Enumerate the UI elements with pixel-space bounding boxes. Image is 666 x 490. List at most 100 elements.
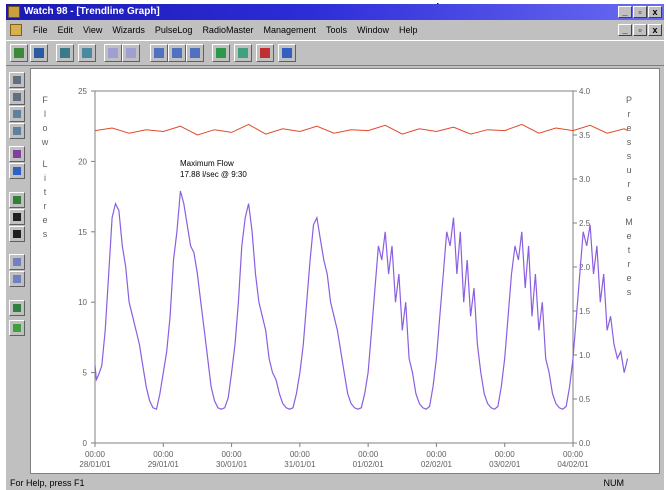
graph-bar-icon bbox=[154, 48, 164, 58]
export-data-button[interactable] bbox=[9, 300, 25, 316]
select-icon bbox=[13, 76, 21, 84]
cost-button[interactable] bbox=[256, 44, 274, 62]
status-bar: For Help, press F1 NUM bbox=[6, 476, 664, 490]
zoom-tool-button[interactable] bbox=[9, 106, 25, 122]
grid-icon bbox=[13, 150, 21, 158]
y-label-right-char: s bbox=[627, 287, 632, 297]
close-button[interactable]: x bbox=[648, 6, 662, 18]
pressure-series-line bbox=[94, 123, 628, 136]
menu-window[interactable]: Window bbox=[357, 25, 390, 35]
report-button[interactable] bbox=[9, 254, 25, 270]
filter-button[interactable] bbox=[9, 271, 25, 287]
y-label-left-char: e bbox=[42, 215, 47, 225]
menu-file[interactable]: File bbox=[33, 25, 48, 35]
help-icon bbox=[13, 324, 21, 332]
area-chart-button[interactable] bbox=[9, 192, 25, 208]
help-tool-button[interactable] bbox=[9, 320, 25, 336]
area-chart-icon bbox=[13, 196, 21, 204]
x-tick-date: 01/02/01 bbox=[353, 460, 385, 469]
export-button[interactable] bbox=[278, 44, 296, 62]
x-tick-time: 00:00 bbox=[153, 450, 174, 459]
x-tick-time: 00:00 bbox=[426, 450, 447, 459]
menu-tools[interactable]: Tools bbox=[326, 25, 348, 35]
print-icon bbox=[60, 48, 70, 58]
x-axis-ticks: 00:0028/01/0100:0029/01/0100:0030/01/010… bbox=[79, 443, 589, 469]
annotation-line1: Maximum Flow bbox=[180, 159, 234, 168]
y-label-right-char: r bbox=[628, 109, 631, 119]
y-label-left-char: r bbox=[44, 201, 47, 211]
x-tick-time: 00:00 bbox=[358, 450, 379, 459]
area-graph-button[interactable] bbox=[186, 44, 204, 62]
app-icon[interactable] bbox=[8, 6, 20, 18]
menu-pulselog[interactable]: PulseLog bbox=[154, 25, 193, 35]
menu-wizards[interactable]: Wizards bbox=[112, 25, 145, 35]
save-icon bbox=[34, 48, 44, 58]
menu-view[interactable]: View bbox=[83, 25, 103, 35]
calendar-icon bbox=[238, 48, 248, 58]
export-icon bbox=[282, 48, 292, 58]
plot-area bbox=[94, 90, 574, 444]
y-label-right-char: e bbox=[626, 231, 631, 241]
y-label-left-char: F bbox=[42, 95, 48, 105]
x-tick-time: 00:00 bbox=[222, 450, 243, 459]
flow-series-line bbox=[94, 190, 629, 411]
x-tick-date: 29/01/01 bbox=[148, 460, 180, 469]
marker-button[interactable] bbox=[9, 209, 25, 225]
menu-management[interactable]: Management bbox=[263, 25, 317, 35]
mdi-minimize-button[interactable]: _ bbox=[618, 24, 632, 36]
select-tool-button[interactable] bbox=[9, 72, 25, 88]
y-label-right-char: e bbox=[626, 123, 631, 133]
zoom-out-button[interactable] bbox=[122, 44, 140, 62]
mdi-restore-button[interactable]: ▫ bbox=[633, 24, 647, 36]
save-button[interactable] bbox=[30, 44, 48, 62]
line-graph-button[interactable] bbox=[168, 44, 186, 62]
pin-button[interactable] bbox=[9, 226, 25, 242]
right-tick-label: 0.5 bbox=[579, 395, 591, 404]
right-tick-label: 3.0 bbox=[579, 175, 591, 184]
left-toolbar bbox=[6, 68, 28, 468]
menu-edit[interactable]: Edit bbox=[57, 25, 74, 35]
x-tick-date: 31/01/01 bbox=[284, 460, 316, 469]
pan-tool-button[interactable] bbox=[9, 89, 25, 105]
open-button[interactable] bbox=[10, 44, 28, 62]
menu-help[interactable]: Help bbox=[399, 25, 418, 35]
grid-tool-button[interactable] bbox=[9, 146, 25, 162]
open-icon bbox=[14, 48, 24, 58]
left-tick-label: 25 bbox=[78, 87, 87, 96]
measure-tool-button[interactable] bbox=[9, 123, 25, 139]
maximize-button[interactable]: ▫ bbox=[633, 6, 647, 18]
minimize-button[interactable]: _ bbox=[618, 6, 632, 18]
zoom-in-icon bbox=[108, 48, 118, 58]
x-tick-time: 00:00 bbox=[563, 450, 584, 459]
export-icon bbox=[13, 304, 21, 312]
document-icon[interactable] bbox=[10, 24, 22, 36]
list-tool-button[interactable] bbox=[9, 163, 25, 179]
left-tick-label: 20 bbox=[78, 157, 87, 166]
dollar-icon bbox=[260, 48, 270, 58]
y-label-left-char: t bbox=[44, 187, 47, 197]
print-button[interactable] bbox=[56, 44, 74, 62]
zoom-in-button[interactable] bbox=[104, 44, 122, 62]
y-label-left-char: l bbox=[44, 109, 46, 119]
copy-button[interactable] bbox=[78, 44, 96, 62]
status-help-text: For Help, press F1 bbox=[10, 478, 85, 488]
left-tick-label: 15 bbox=[78, 228, 87, 237]
annotation-line2: 17.88 l/sec @ 9:30 bbox=[180, 170, 247, 179]
y-label-right-char: u bbox=[626, 165, 631, 175]
calendar-button[interactable] bbox=[234, 44, 252, 62]
pin-icon bbox=[13, 230, 21, 238]
menu-radiomaster[interactable]: RadioMaster bbox=[202, 25, 254, 35]
right-axis-ticks: 0.0 0.5 1.0 1.5 2.0 2.5 3.0 3.5 4.0 bbox=[573, 87, 591, 448]
app-window: Watch 98 - [Trendline Graph] _ ▫ x File … bbox=[6, 4, 664, 490]
pan-icon bbox=[13, 93, 21, 101]
right-tick-label: 1.0 bbox=[579, 351, 591, 360]
x-tick-date: 02/02/01 bbox=[421, 460, 453, 469]
bar-graph-button[interactable] bbox=[150, 44, 168, 62]
mdi-close-button[interactable]: x bbox=[648, 24, 662, 36]
table-button[interactable] bbox=[212, 44, 230, 62]
x-tick-date: 30/01/01 bbox=[216, 460, 248, 469]
